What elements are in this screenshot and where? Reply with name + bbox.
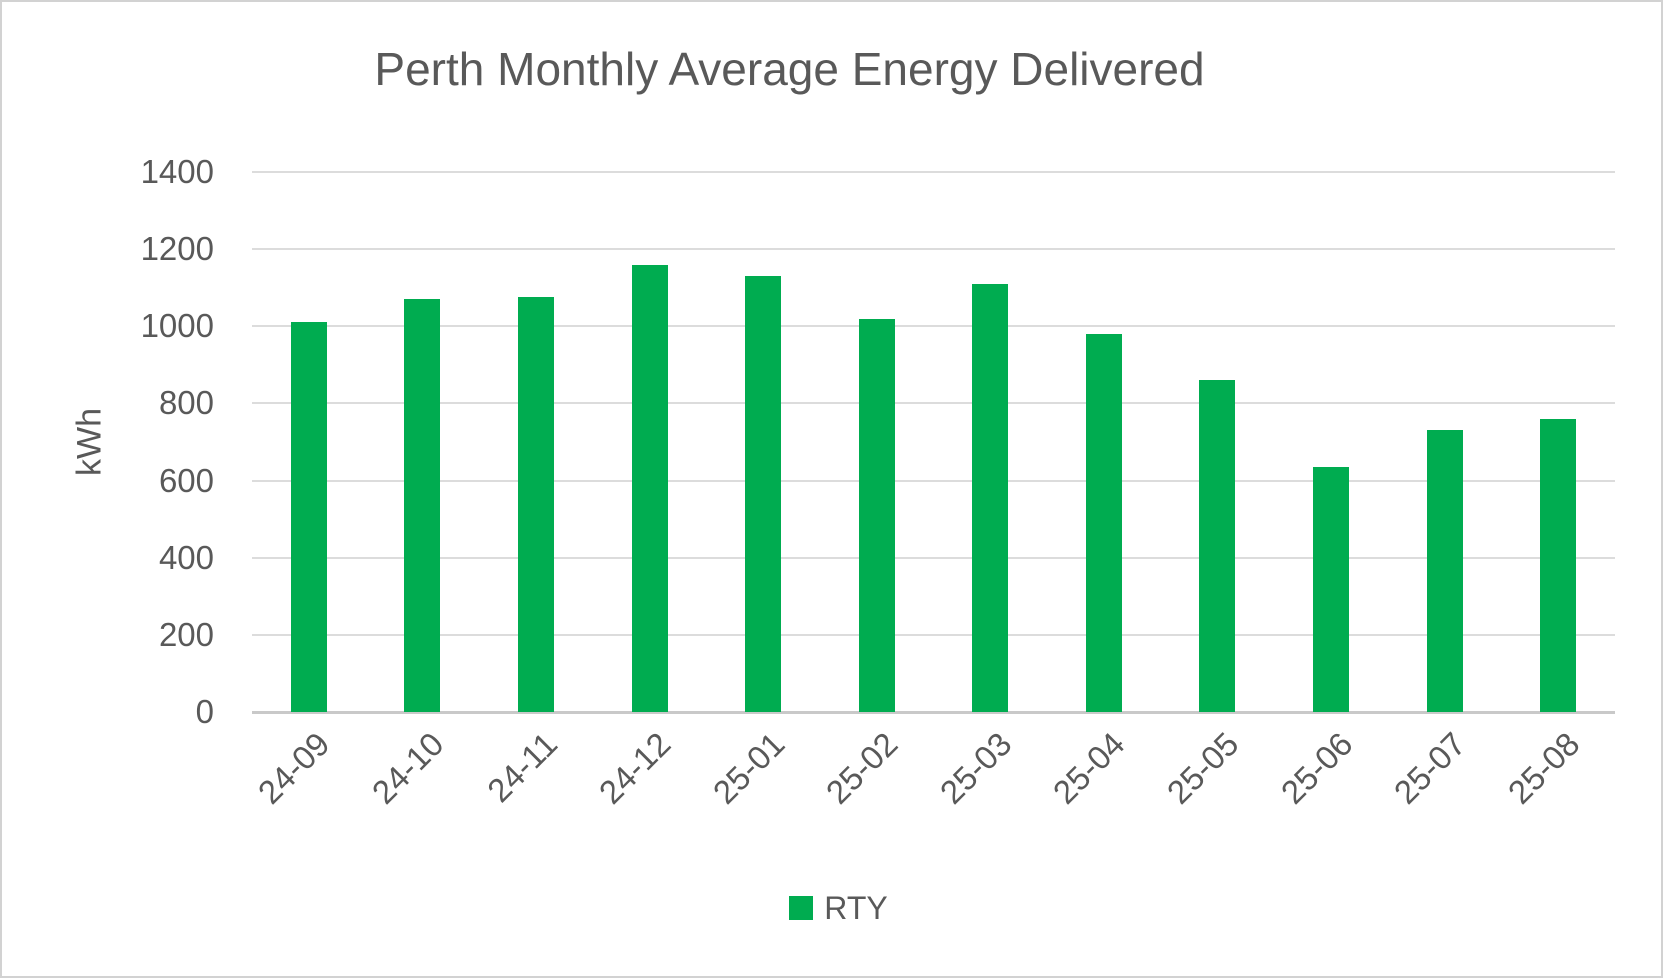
y-tick-1400: 1400 (140, 153, 214, 190)
bar-25-05 (1199, 380, 1236, 712)
gridline-600 (252, 479, 1615, 482)
y-tick-200: 200 (158, 615, 214, 653)
bar-25-06 (1313, 467, 1350, 712)
x-tick-25-06: 25-06 (1273, 725, 1360, 811)
y-tick-0: 0 (195, 693, 214, 730)
x-tick-25-03: 25-03 (932, 725, 1019, 811)
legend-label-rty: RTY (824, 890, 888, 926)
legend: RTY (2, 892, 1661, 924)
bar-25-02 (858, 319, 895, 712)
bar-24-12 (631, 265, 668, 712)
x-tick-24-12: 24-12 (591, 725, 678, 811)
bar-24-10 (404, 299, 441, 712)
gridline-1000 (252, 325, 1615, 328)
x-tick-24-11: 24-11 (480, 725, 565, 810)
y-tick-800: 800 (158, 384, 214, 422)
bar-25-04 (1085, 334, 1122, 712)
x-tick-25-01: 25-01 (705, 725, 792, 811)
x-axis-line (252, 711, 1615, 714)
x-tick-24-09: 24-09 (251, 725, 337, 811)
gridline-200 (252, 633, 1615, 636)
legend-marker-rty (789, 896, 814, 920)
gridline-1400 (252, 171, 1615, 173)
bar-25-01 (745, 276, 782, 712)
bar-25-08 (1540, 419, 1577, 712)
gridline-800 (252, 402, 1615, 405)
x-tick-25-05: 25-05 (1159, 725, 1246, 811)
bar-24-09 (290, 322, 327, 712)
y-tick-600: 600 (158, 461, 214, 499)
y-tick-1200: 1200 (140, 230, 214, 268)
x-tick-25-07: 25-07 (1386, 725, 1473, 811)
bar-25-07 (1426, 430, 1463, 712)
gridline-1200 (252, 248, 1615, 251)
gridline-400 (252, 556, 1615, 559)
y-tick-1000: 1000 (140, 307, 214, 345)
x-tick-25-04: 25-04 (1046, 725, 1133, 811)
bar-25-03 (972, 284, 1009, 712)
x-tick-24-10: 24-10 (364, 725, 451, 811)
x-tick-25-08: 25-08 (1500, 725, 1587, 811)
bar-24-11 (517, 297, 554, 712)
y-tick-400: 400 (158, 538, 214, 576)
x-tick-25-02: 25-02 (819, 725, 905, 811)
chart-title: Perth Monthly Average Energy Delivered (374, 43, 1205, 95)
plot-area (252, 171, 1615, 714)
